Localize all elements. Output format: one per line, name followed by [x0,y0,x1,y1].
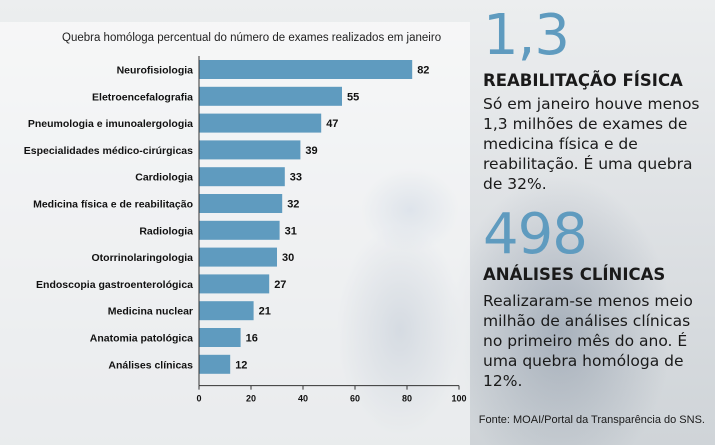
bar [199,167,285,187]
bar [199,220,280,240]
category-label: Anatomia patológica [90,333,193,345]
value-label: 27 [274,279,286,291]
x-tick-label: 20 [246,394,256,404]
x-tick-label: 40 [298,394,308,404]
bar [199,301,254,321]
x-tick-label: 100 [451,394,466,404]
category-label: Especialidades médico-cirúrgicas [24,145,193,157]
value-label: 55 [347,91,359,103]
category-label: Medicina física e de reabilitação [33,199,193,211]
bar [199,86,342,106]
value-label: 21 [259,306,271,318]
value-label: 32 [287,199,299,211]
value-label: 82 [417,65,429,77]
stat-number-rehab: 1,3 [483,3,570,68]
bar [199,354,231,374]
bar [199,194,283,213]
x-tick-label: 60 [350,394,360,404]
x-tick-label: 80 [402,394,412,404]
stat-text-labs: Realizaram-se menos meio milhão de análi… [483,292,693,390]
value-label: 12 [235,359,247,371]
source-note: Fonte: MOAI/Portal da Transparência do S… [478,414,705,426]
x-tick-label: 0 [196,394,201,404]
bar [199,140,301,160]
category-label: Eletroencefalografia [92,91,193,103]
category-label: Pneumologia e imunoalergologia [28,118,193,130]
category-label: Endoscopia gastroenterológica [36,279,193,291]
category-label: Otorrinolaringologia [92,252,194,264]
stat-text-rehab: Só em janeiro houve menos 1,3 milhões de… [483,95,700,193]
chart-title: Quebra homóloga percentual do número de … [62,32,441,44]
bar [199,113,322,133]
value-label: 16 [246,333,258,345]
stat-number-labs: 498 [483,202,588,267]
category-label: Medicina nuclear [108,306,193,318]
bar [199,60,413,79]
value-label: 31 [285,225,297,237]
value-label: 39 [305,145,317,157]
category-label: Neurofisiologia [117,65,194,77]
value-label: 33 [290,172,302,184]
value-label: 47 [326,118,338,130]
value-label: 30 [282,252,294,264]
stat-heading-labs: ANÁLISES CLÍNICAS [483,265,666,284]
category-label: Análises clínicas [108,359,193,371]
bar [199,328,241,347]
bar [199,247,277,267]
bar [199,274,270,294]
category-label: Cardiologia [135,172,193,184]
category-label: Radiologia [139,225,193,237]
stat-heading-rehab: REABILITAÇÃO FÍSICA [483,71,683,90]
